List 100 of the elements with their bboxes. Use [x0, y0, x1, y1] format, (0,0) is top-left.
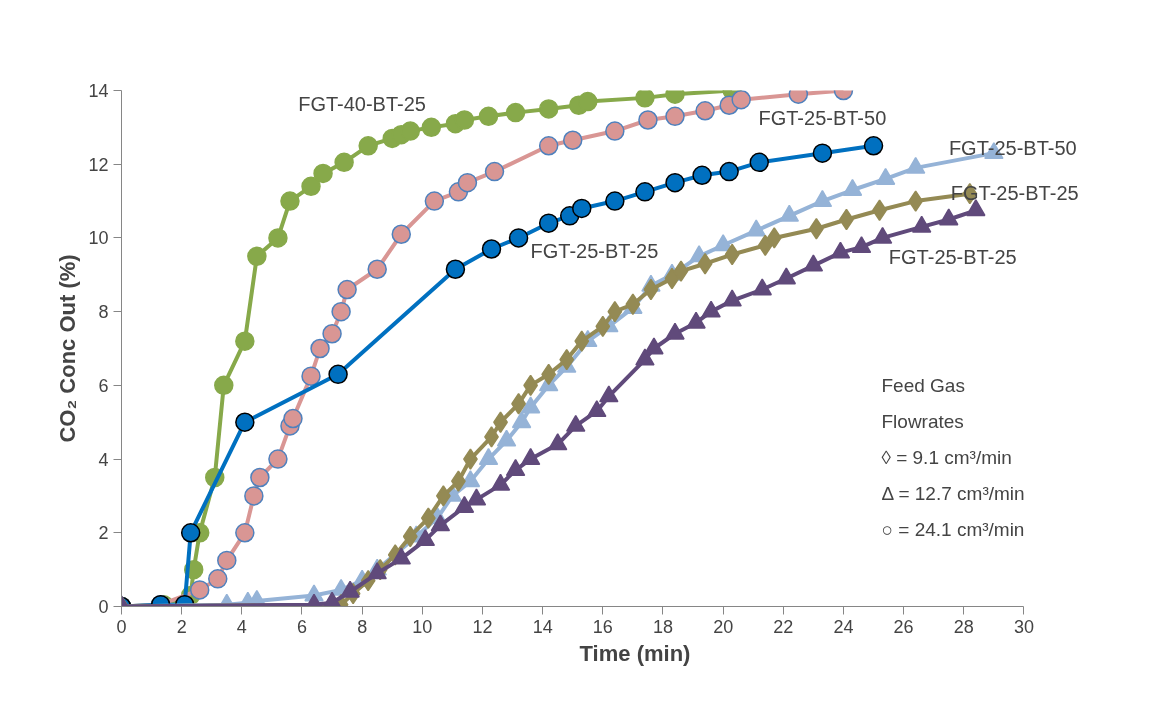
point	[505, 102, 526, 123]
point	[731, 90, 751, 110]
point	[310, 338, 330, 359]
point	[505, 458, 526, 477]
x-tick-label: 24	[833, 616, 854, 637]
point	[574, 330, 590, 352]
point	[722, 289, 742, 307]
point	[587, 400, 607, 418]
point	[635, 90, 655, 108]
point	[508, 228, 529, 248]
point	[766, 227, 782, 249]
annotation: ○ = 24.1 cm³/min	[881, 519, 1025, 540]
point	[644, 337, 664, 355]
point	[851, 236, 872, 254]
point	[812, 143, 833, 163]
x-tick-label: 30	[1013, 616, 1034, 637]
point	[803, 254, 824, 272]
point	[301, 366, 321, 386]
point	[478, 106, 499, 127]
x-tick-label: 8	[357, 616, 368, 637]
point	[460, 470, 481, 488]
x-tick-label: 28	[953, 616, 974, 637]
point	[337, 279, 357, 300]
point	[665, 172, 685, 193]
annotation: Feed Gas	[881, 375, 965, 396]
y-axis-title: CO₂ Conc Out (%)	[55, 254, 81, 443]
point	[605, 121, 625, 141]
point	[430, 514, 451, 532]
point	[520, 447, 541, 466]
y-tick-label: 0	[98, 597, 109, 617]
point	[322, 324, 342, 344]
point	[367, 562, 387, 580]
annotation: ◊ = 9.1 cm³/min	[881, 447, 1012, 468]
point	[599, 385, 619, 403]
y-tick-label: 12	[88, 154, 109, 175]
point	[538, 213, 559, 233]
point	[520, 396, 541, 414]
point	[484, 161, 505, 182]
point	[673, 260, 689, 282]
point	[692, 165, 712, 185]
x-tick-label: 26	[893, 616, 914, 637]
point	[481, 239, 502, 259]
point	[605, 191, 625, 211]
point	[340, 580, 360, 598]
x-axis-title: Time (min)	[579, 640, 691, 666]
point	[665, 106, 685, 127]
point	[280, 191, 300, 211]
x-tick-label: 20	[713, 616, 734, 637]
point	[268, 228, 288, 248]
y-tick-label: 14	[88, 81, 109, 101]
x-tick-label: 14	[532, 616, 553, 637]
x-tick-label: 6	[296, 616, 307, 637]
point	[445, 259, 466, 279]
x-tick-label: 16	[592, 616, 613, 637]
annotation: Δ = 12.7 cm³/min	[881, 483, 1025, 504]
point	[367, 259, 387, 279]
point	[391, 224, 412, 244]
point	[572, 198, 592, 219]
x-tick-label: 0	[116, 616, 127, 637]
point	[538, 99, 559, 119]
point	[421, 117, 442, 138]
point	[334, 152, 354, 173]
point	[328, 364, 348, 385]
x-tick-label: 10	[412, 616, 433, 637]
point	[466, 488, 487, 506]
point	[454, 495, 475, 513]
point	[776, 267, 797, 285]
point	[665, 322, 685, 340]
series-label: FGT-40-BT-25	[298, 92, 426, 115]
point	[301, 176, 321, 197]
series-label: FGT-25-BT-50	[758, 106, 887, 129]
point	[908, 190, 924, 212]
point	[538, 136, 559, 156]
point	[391, 547, 412, 565]
point	[562, 130, 583, 150]
point	[478, 447, 499, 466]
point	[424, 191, 445, 211]
point	[214, 375, 234, 396]
point	[749, 152, 769, 173]
x-tick-label: 22	[773, 616, 794, 637]
point	[638, 110, 658, 130]
point	[400, 121, 421, 141]
point	[235, 412, 255, 432]
point	[283, 408, 303, 429]
point	[358, 136, 378, 156]
point	[511, 411, 532, 429]
point	[331, 301, 351, 322]
point	[635, 182, 655, 202]
point	[863, 136, 884, 156]
point	[578, 91, 598, 112]
series-label: FGT-25-BT-25	[530, 239, 659, 262]
x-tick-label: 18	[652, 616, 673, 637]
x-tick-label: 12	[472, 616, 493, 637]
y-tick-label: 2	[98, 523, 109, 544]
y-tick-label: 6	[98, 375, 109, 396]
point	[235, 331, 255, 351]
point	[719, 161, 739, 182]
point	[695, 101, 715, 121]
annotation: Flowrates	[881, 411, 964, 432]
y-tick-label: 4	[98, 449, 109, 470]
